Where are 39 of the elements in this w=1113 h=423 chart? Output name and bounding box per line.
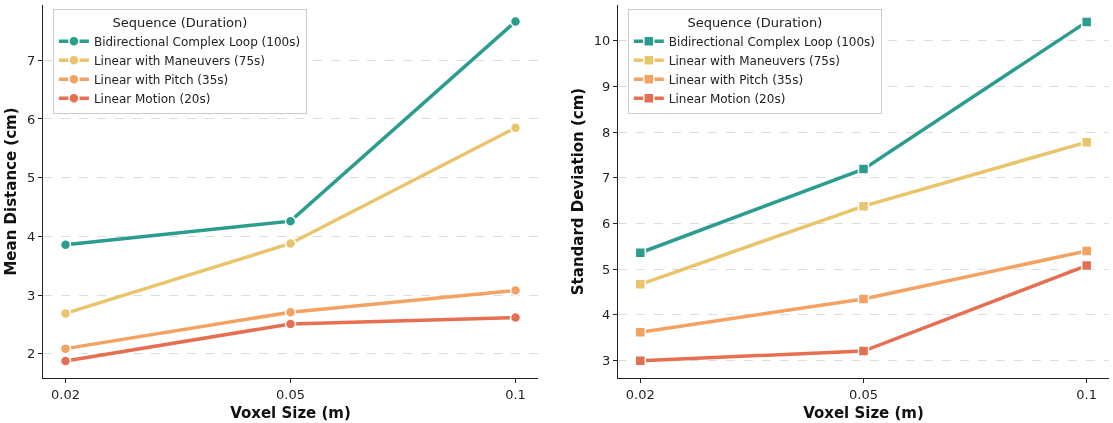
y-axis-title: Mean Distance (cm) bbox=[2, 107, 21, 276]
x-tick-label: 0.05 bbox=[276, 386, 305, 402]
legend-title: Sequence (Duration) bbox=[112, 14, 248, 30]
y-tick-label: 7 bbox=[602, 170, 611, 186]
y-tick-label: 4 bbox=[602, 307, 611, 323]
x-tick-label: 0.02 bbox=[625, 386, 655, 402]
y-axis-title: Standard Deviation (cm) bbox=[569, 87, 588, 296]
x-axis-title: Voxel Size (m) bbox=[803, 403, 924, 422]
legend-label: Bidirectional Complex Loop (100s) bbox=[668, 34, 876, 49]
x-tick-label: 0.1 bbox=[1076, 386, 1098, 402]
x-tick-label: 0.05 bbox=[849, 386, 878, 402]
y-tick-label: 6 bbox=[602, 216, 611, 232]
legend-label: Linear with Pitch (35s) bbox=[668, 72, 804, 87]
y-tick-label: 9 bbox=[602, 78, 611, 94]
point bbox=[857, 293, 870, 305]
y-tick-label: 3 bbox=[27, 287, 36, 303]
y-tick-label: 5 bbox=[27, 170, 36, 186]
point bbox=[284, 318, 297, 330]
legend-label: Linear with Maneuvers (75s) bbox=[668, 53, 840, 68]
legend-label: Bidirectional Complex Loop (100s) bbox=[93, 34, 301, 49]
y-tick-label: 7 bbox=[27, 52, 36, 68]
y-tick-label: 5 bbox=[602, 261, 611, 277]
legend-label: Linear with Maneuvers (75s) bbox=[93, 53, 265, 68]
point bbox=[284, 215, 297, 227]
legend-label: Linear Motion (20s) bbox=[93, 91, 211, 106]
legend-label: Linear Motion (20s) bbox=[668, 91, 786, 106]
legend-title: Sequence (Duration) bbox=[687, 14, 823, 30]
y-tick-label: 3 bbox=[602, 353, 611, 369]
x-axis-title: Voxel Size (m) bbox=[230, 403, 351, 422]
y-tick-label: 10 bbox=[593, 33, 611, 49]
y-tick-label: 8 bbox=[602, 124, 611, 140]
y-tick-label: 6 bbox=[27, 111, 36, 127]
y-tick-label: 2 bbox=[27, 346, 36, 362]
x-tick-label: 0.02 bbox=[51, 386, 80, 402]
y-tick-label: 4 bbox=[27, 228, 36, 244]
legend-label: Linear with Pitch (35s) bbox=[93, 72, 229, 87]
point bbox=[857, 345, 870, 357]
point bbox=[857, 163, 870, 175]
x-tick-label: 0.1 bbox=[505, 386, 526, 402]
